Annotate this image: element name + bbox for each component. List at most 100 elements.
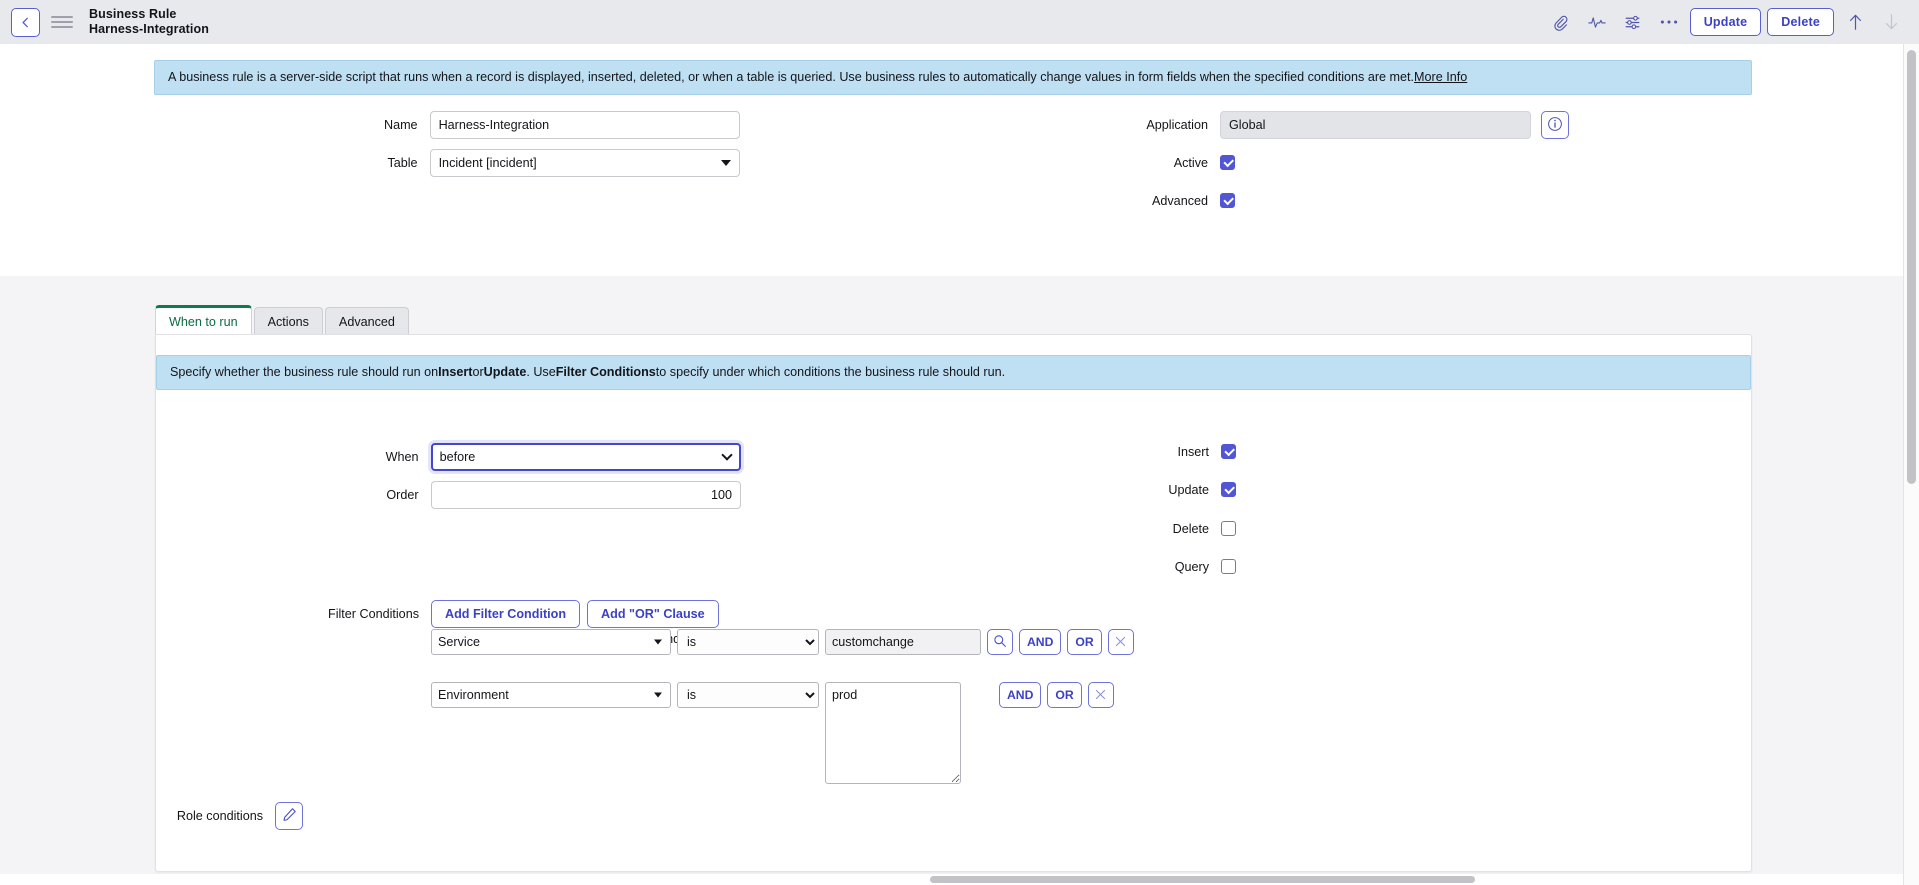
filter-conditions-label: Filter Conditions [328, 607, 419, 621]
condition-remove-button[interactable] [1087, 682, 1114, 708]
field-row-name: Name [180, 111, 740, 139]
hamburger-bar [51, 26, 73, 28]
condition-field-cell: Service [431, 629, 671, 655]
condition-field-select[interactable]: Service [431, 629, 671, 655]
chevron-left-icon [19, 16, 32, 29]
arrow-up-icon[interactable] [1837, 4, 1873, 40]
more-actions-icon[interactable] [1651, 4, 1687, 40]
table-field-cell: Incident [incident] [429, 149, 740, 177]
more-info-link[interactable]: More Info [1414, 70, 1468, 84]
vertical-scrollbar-thumb[interactable] [1907, 50, 1916, 484]
top-navigation-bar: Business Rule Harness-Integration [0, 0, 1919, 44]
horizontal-scrollbar-thumb[interactable] [930, 876, 1475, 883]
condition-lookup-button[interactable] [987, 629, 1013, 655]
when-field-cell: before [430, 443, 741, 471]
role-conditions-label: Role conditions [176, 809, 263, 823]
vertical-scrollbar[interactable] [1903, 44, 1919, 885]
add-or-clause-button[interactable]: Add "OR" Clause [587, 600, 719, 628]
field-row-application: Application [1000, 111, 1620, 139]
hamburger-bar [51, 16, 73, 18]
order-input[interactable] [430, 481, 741, 509]
field-row-delete: Delete [1001, 521, 1301, 536]
form-type-label: Business Rule [89, 6, 177, 21]
query-label: Query [1174, 559, 1209, 574]
active-checkbox[interactable] [1220, 155, 1235, 170]
update-button[interactable]: Update [1689, 8, 1762, 36]
filter-condition-row: Service is AND OR [431, 629, 1134, 655]
banner-text: Specify whether the business rule should… [170, 365, 439, 379]
field-row-table: Table Incident [incident] [180, 149, 740, 177]
role-conditions-edit-button[interactable] [275, 802, 303, 830]
field-row-update: Update [1001, 482, 1301, 497]
info-circle-icon [1547, 116, 1563, 135]
banner-bold-insert: Insert [438, 365, 473, 379]
active-label: Active [1173, 155, 1208, 170]
tab-when-to-run[interactable]: When to run [155, 305, 252, 335]
activity-icon[interactable] [1579, 4, 1615, 40]
tab-advanced[interactable]: Advanced [324, 307, 409, 335]
field-row-insert: Insert [1001, 444, 1301, 459]
update-checkbox[interactable] [1221, 482, 1236, 497]
order-field-cell [430, 481, 741, 509]
banner-text: to specify under which conditions the bu… [655, 365, 1006, 379]
add-filter-condition-button[interactable]: Add Filter Condition [431, 600, 581, 628]
name-label: Name [383, 118, 418, 132]
when-label: When [385, 450, 419, 464]
condition-field-select[interactable]: Environment [431, 682, 671, 708]
table-select[interactable]: Incident [incident] [429, 149, 740, 177]
condition-and-button[interactable]: AND [999, 682, 1042, 708]
delete-button[interactable]: Delete [1767, 8, 1834, 36]
field-row-order: Order [181, 481, 741, 509]
name-field-cell [429, 111, 740, 139]
application-input [1220, 111, 1531, 139]
application-label: Application [1146, 118, 1208, 132]
condition-value-textarea[interactable]: prod [825, 682, 961, 784]
condition-operator-select[interactable]: is [677, 682, 819, 708]
record-title-block: Business Rule Harness-Integration [89, 7, 209, 38]
name-input[interactable] [429, 111, 740, 139]
banner-bold-filter-conditions: Filter Conditions [555, 365, 656, 379]
filter-condition-row: Environment is prod AND OR [431, 682, 1114, 784]
application-info-button[interactable] [1541, 111, 1569, 139]
when-select[interactable]: before [430, 443, 741, 471]
condition-or-button[interactable]: OR [1047, 682, 1082, 708]
condition-or-button[interactable]: OR [1067, 629, 1102, 655]
tab-strip: When to run Actions Advanced [155, 305, 409, 335]
record-name-label: Harness-Integration [89, 22, 209, 36]
delete-label: Delete [1172, 521, 1209, 536]
back-button[interactable] [11, 7, 40, 37]
order-label: Order [386, 488, 419, 502]
close-x-icon [1115, 634, 1126, 650]
advanced-checkbox[interactable] [1220, 193, 1235, 208]
field-row-advanced: Advanced [1000, 193, 1300, 208]
pencil-icon [282, 807, 297, 825]
banner-text: A business rule is a server-side script … [168, 70, 1415, 84]
banner-text: or [472, 365, 484, 379]
field-row-query: Query [1001, 559, 1301, 574]
application-field-cell [1220, 111, 1531, 139]
magnifier-icon [993, 634, 1007, 651]
condition-operator-select[interactable]: is [677, 629, 819, 655]
business-rule-info-banner: A business rule is a server-side script … [154, 60, 1752, 95]
tab-actions[interactable]: Actions [253, 307, 323, 335]
attachment-icon[interactable] [1543, 4, 1579, 40]
field-row-when: When before [181, 443, 741, 471]
table-label: Table [387, 156, 418, 170]
horizontal-scrollbar[interactable] [0, 874, 1903, 885]
personalize-icon[interactable] [1615, 4, 1651, 40]
banner-bold-update: Update [483, 365, 527, 379]
condition-remove-button[interactable] [1107, 629, 1134, 655]
hamburger-icon[interactable] [51, 11, 73, 33]
delete-checkbox[interactable] [1221, 521, 1236, 536]
close-x-icon [1095, 687, 1106, 703]
when-to-run-panel: Specify whether the business rule should… [155, 334, 1752, 872]
update-label: Update [1168, 482, 1209, 497]
hamburger-bar [51, 21, 73, 23]
banner-text: . Use [526, 365, 556, 379]
query-checkbox[interactable] [1221, 559, 1236, 574]
condition-value-input[interactable] [825, 629, 981, 655]
condition-and-button[interactable]: AND [1019, 629, 1062, 655]
insert-checkbox[interactable] [1221, 444, 1236, 459]
field-row-role-conditions: Role conditions [25, 802, 303, 830]
insert-label: Insert [1177, 444, 1210, 459]
